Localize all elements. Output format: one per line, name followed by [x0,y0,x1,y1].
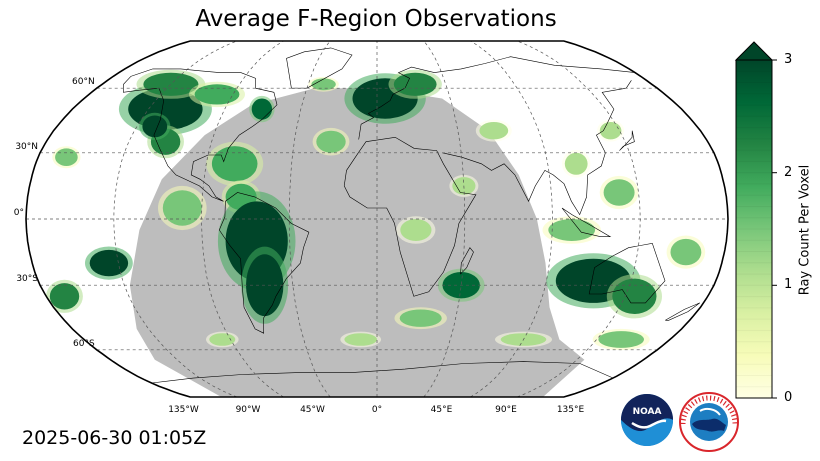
ray-count-patch [612,278,657,314]
ray-count-patch [400,219,432,241]
svg-text:NOAA: NOAA [633,407,662,417]
lon-label: 135°W [168,405,199,415]
lat-label: 30°S [16,274,38,284]
timestamp: 2025-06-30 01:05Z [22,427,207,449]
coastline [122,68,278,202]
coastline [442,80,632,216]
lon-label: 90°W [236,405,261,415]
map-boundary [25,40,729,398]
coastline [358,56,636,140]
lat-label: 30°N [15,142,38,152]
ray-count-patch [194,84,240,105]
map-layer [26,41,728,397]
meridian [113,41,238,397]
colorbar-extend-arrow [734,41,774,61]
ray-count-patch [311,78,336,91]
coastline [218,192,310,334]
ray-count-patch [49,283,80,310]
colorbar [734,41,777,399]
colorbar-tick-3: 3 [784,52,793,67]
ray-count-patch [548,219,596,241]
ray-count-patch [142,115,168,138]
ray-count-patch [344,333,378,346]
coastline [561,207,612,237]
coastline [343,136,477,297]
coastline [665,302,700,321]
coastline [588,242,666,304]
colorbar-tickmarks [772,59,777,399]
ray-count-patch [55,148,78,166]
lat-label: 0° [14,208,24,218]
coastlines [122,47,700,384]
graticule [26,41,728,397]
lat-label: 60°S [73,339,95,349]
ray-count-patch [598,331,644,348]
chart-title: Average F-Region Observations [195,6,557,32]
ray-count-patch [211,146,258,182]
ray-count-patch [670,238,702,266]
lat-label: 60°N [72,77,95,87]
colorbar-tick-2: 2 [784,164,793,180]
ray-count-patch [162,190,202,226]
colorbar-label: Ray Count Per Voxel [797,164,813,296]
coastline [286,47,353,89]
colorbar-tick-1: 1 [784,277,793,293]
latitude-labels: 60°N 30°N 0° 30°S 60°S [14,77,95,349]
colorbar-tick-0: 0 [784,390,793,405]
ray-count-patch [251,98,273,120]
ray-count-patch [564,152,588,175]
noaa-logo: NOAA [621,394,673,446]
ray-count-patch [143,72,199,96]
ray-count-patch [599,122,622,140]
colorbar-gradient [736,60,772,398]
ray-count-patch [209,333,236,346]
ray-count-patch [89,249,129,277]
colorbar-bands [736,59,772,388]
longitude-labels: 135°W 90°W 45°W 0° 45°E 90°E 135°E [168,405,584,415]
ray-count-patch [479,122,509,140]
night-shading [129,88,585,397]
ray-count-patch [603,179,635,206]
ray-count-patch [316,130,346,153]
colorbar-frame [735,60,773,399]
ray-count-patch [393,72,437,96]
lon-label: 45°W [300,405,325,415]
lon-label: 0° [372,405,382,415]
ray-count-patch [399,309,442,327]
nws-logo [679,392,739,452]
lon-label: 90°E [495,405,517,415]
lon-label: 135°E [557,405,585,415]
coastline [460,247,474,275]
lon-label: 45°E [431,405,453,415]
